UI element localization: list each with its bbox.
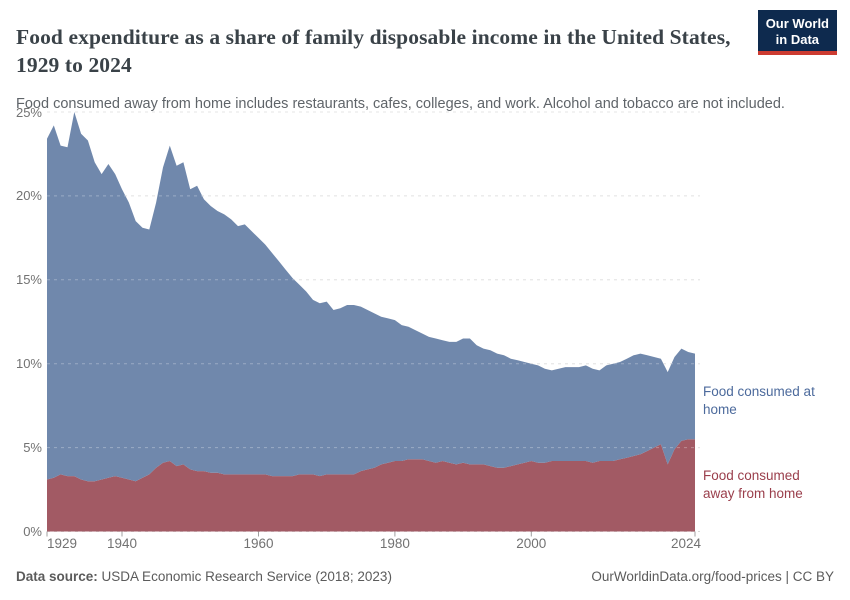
y-axis-label: 10% [15,356,42,372]
x-axis-label: 1929 [47,536,78,551]
data-source-value: USDA Economic Research Service (2018; 20… [101,569,392,584]
y-axis-label: 5% [23,440,42,456]
page-title: Food expenditure as a share of family di… [16,25,731,78]
data-source: Data source: USDA Economic Research Serv… [16,569,392,584]
x-axis-label: 1960 [243,536,274,551]
series-label-food-away-from-home: Food consumed away from home [703,468,803,501]
owid-logo[interactable]: Our World in Data [757,10,837,56]
chart-subtitle: Food consumed away from home includes re… [16,95,785,112]
y-axis-label: 0% [23,524,42,539]
y-axis-label: 15% [15,272,42,288]
x-axis-label: 1940 [106,536,138,551]
owid-logo-line1: Our World [765,16,829,31]
x-axis-label: 2024 [670,536,702,551]
license-link[interactable]: OurWorldinData.org/food-prices | CC BY [591,569,834,584]
area-food-away-from-home[interactable] [47,439,695,532]
y-axis-label: 25% [15,104,42,120]
data-source-label: Data source: [16,569,98,584]
area-food-at-home[interactable] [47,112,695,482]
owid-logo-line2: in Data [775,31,820,47]
x-axis-label: 1980 [379,536,410,551]
x-axis-label: 2000 [516,536,547,551]
series-label-food-at-home: Food consumed at home [703,384,815,417]
y-axis-label: 20% [15,188,42,204]
